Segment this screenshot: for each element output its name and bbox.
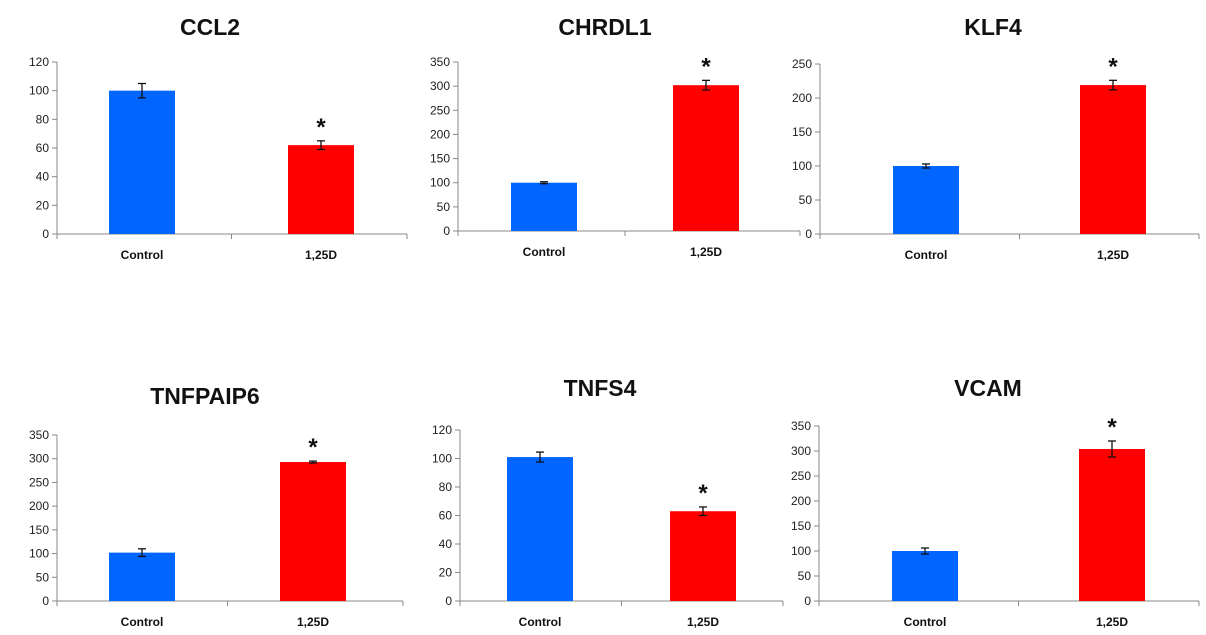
y-tick-label: 0 (804, 594, 811, 608)
bar-control (893, 166, 959, 234)
x-category-label: Control (121, 615, 164, 629)
y-tick-label: 250 (791, 469, 811, 483)
y-tick-label: 60 (36, 141, 50, 155)
y-tick-label: 150 (791, 519, 811, 533)
bar-treated (670, 511, 736, 601)
bar-treated (673, 85, 739, 231)
significance-marker: * (1107, 414, 1117, 441)
y-tick-label: 150 (792, 125, 812, 139)
y-tick-label: 250 (430, 103, 450, 117)
y-tick-label: 40 (36, 170, 50, 184)
bar-control (109, 90, 175, 235)
chart-svg: 0 50 100 150 200 250 300 350 Control * 1,25D (430, 53, 801, 259)
y-tick-label: 200 (430, 127, 450, 141)
panel-chrdl1: CHRDL1 0 50 100 150 200 250 300 350 Control * 1,25… (410, 10, 801, 270)
y-tick-label: 50 (799, 193, 813, 207)
y-tick-label: 150 (29, 523, 49, 537)
chart-svg: 0 50 100 150 200 250 Control * 1,25D (792, 53, 1200, 262)
chart-title: CHRDL1 (558, 14, 652, 40)
y-tick-label: 300 (430, 79, 450, 93)
significance-marker: * (316, 114, 326, 141)
y-tick-label: 0 (805, 227, 812, 241)
y-tick-label: 200 (792, 91, 812, 105)
y-tick-label: 120 (432, 423, 452, 437)
y-tick-label: 50 (437, 200, 451, 214)
panel-tnfs4: TNFS4 0 20 40 60 80 100 120 Control * 1,25D (410, 375, 790, 635)
y-tick-label: 200 (791, 494, 811, 508)
bar-control (507, 457, 573, 601)
y-tick-label: 20 (439, 566, 453, 580)
panel-tnfpaip6: TNFPAIP6 0 50 100 150 200 250 300 350 Control * 1,… (0, 375, 410, 635)
y-tick-label: 0 (443, 224, 450, 238)
y-tick-label: 80 (36, 112, 50, 126)
significance-marker: * (1108, 53, 1118, 80)
y-tick-label: 100 (430, 176, 450, 190)
bar-control (511, 182, 577, 231)
y-tick-label: 350 (430, 55, 450, 69)
y-tick-label: 0 (42, 227, 49, 241)
y-tick-label: 100 (792, 159, 812, 173)
chart-title: VCAM (954, 375, 1022, 401)
y-tick-label: 0 (445, 594, 452, 608)
chart-title: KLF4 (964, 14, 1022, 40)
y-tick-label: 100 (29, 84, 49, 98)
x-category-label: Control (121, 248, 164, 262)
chart-svg: 0 20 40 60 80 100 120 Control * 1,25D (29, 55, 408, 262)
significance-marker: * (698, 480, 708, 507)
panel-ccl2: CCL2 0 20 40 60 80 100 120 Control * 1,25D (0, 10, 420, 270)
y-tick-label: 200 (29, 499, 49, 513)
y-tick-label: 120 (29, 55, 49, 69)
x-category-label: Control (519, 615, 562, 629)
y-tick-label: 100 (29, 547, 49, 561)
y-tick-label: 100 (432, 452, 452, 466)
y-tick-label: 150 (430, 152, 450, 166)
chart-svg: 0 20 40 60 80 100 120 Control * 1,25D (432, 423, 784, 629)
x-category-label: 1,25D (1096, 615, 1128, 629)
bar-treated (280, 462, 346, 601)
bar-treated (288, 145, 354, 234)
y-tick-label: 300 (791, 444, 811, 458)
y-tick-label: 20 (36, 198, 50, 212)
y-tick-label: 60 (439, 509, 453, 523)
y-tick-label: 350 (29, 428, 49, 442)
x-category-label: Control (523, 245, 566, 259)
chart-title: TNFS4 (563, 375, 637, 401)
y-tick-label: 250 (29, 475, 49, 489)
y-tick-label: 350 (791, 419, 811, 433)
chart-svg: 0 50 100 150 200 250 300 350 Control * 1,25D (791, 414, 1200, 629)
chart-svg: 0 50 100 150 200 250 300 350 Control * 1,25D (29, 428, 404, 629)
panel-klf4: KLF4 0 50 100 150 200 250 Control * 1,25D (780, 10, 1206, 270)
x-category-label: 1,25D (297, 615, 329, 629)
x-category-label: 1,25D (305, 248, 337, 262)
y-tick-label: 80 (439, 480, 453, 494)
chart-title: CCL2 (179, 14, 241, 40)
significance-marker: * (701, 53, 711, 80)
y-tick-label: 0 (42, 594, 49, 608)
x-category-label: 1,25D (690, 245, 722, 259)
significance-marker: * (308, 434, 318, 461)
y-tick-label: 300 (29, 452, 49, 466)
x-category-label: 1,25D (1097, 248, 1129, 262)
y-tick-label: 250 (792, 57, 812, 71)
chart-title: TNFPAIP6 (150, 383, 260, 409)
x-category-label: Control (904, 615, 947, 629)
bar-control (109, 552, 175, 601)
x-category-label: 1,25D (687, 615, 719, 629)
bar-treated (1080, 85, 1146, 234)
y-tick-label: 40 (439, 537, 453, 551)
y-tick-label: 50 (798, 569, 812, 583)
bar-treated (1079, 449, 1145, 601)
x-category-label: Control (905, 248, 948, 262)
y-tick-label: 100 (791, 544, 811, 558)
bar-control (892, 551, 958, 601)
panel-vcam: VCAM 0 50 100 150 200 250 300 350 Control * 1,25D (770, 375, 1206, 635)
y-tick-label: 50 (36, 570, 50, 584)
